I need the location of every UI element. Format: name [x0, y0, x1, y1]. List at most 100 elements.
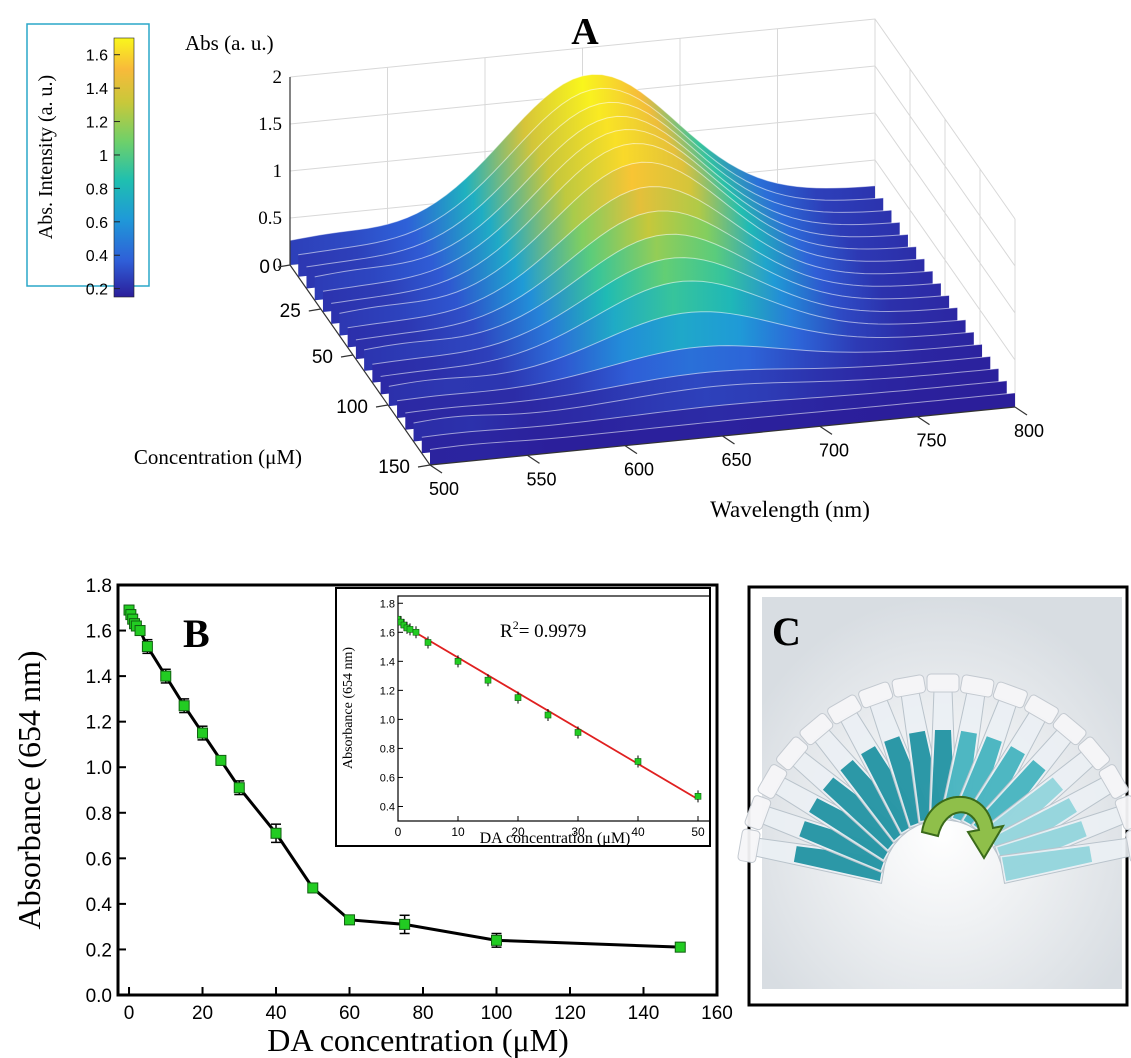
panel-b-data-point [270, 827, 282, 839]
panel-b-data-point [215, 754, 227, 766]
panel-b-y-tick-label: 0.0 [86, 986, 112, 1007]
panel-a-y-tick-label: 100 [336, 397, 368, 418]
colorbar-tick-label: 1.6 [86, 48, 108, 65]
panel-c-tube-cap [776, 736, 809, 771]
panel-a-y-tick [308, 308, 321, 312]
panel-b-x-tick-label: 100 [481, 1003, 513, 1024]
panel-a-spectrum-line [355, 210, 941, 341]
panel-c-tube [776, 736, 907, 853]
panel-b-x-tick-label: 80 [412, 1003, 433, 1024]
panel-c-tube-cap [992, 681, 1028, 709]
inset-x-tick-label: 10 [451, 825, 465, 839]
panel-c-tube-liquid [1001, 846, 1093, 882]
panel-a-x-tick [1014, 406, 1028, 416]
panel-c-tube-cap [799, 713, 834, 746]
inset-x-tick-label: 20 [511, 825, 525, 839]
panel-b-data-point [233, 782, 245, 794]
panel-c-tube-cap [858, 681, 894, 709]
panel-a-surface-strip [413, 368, 999, 442]
panel-a-z-tick-label: 2 [273, 67, 283, 88]
panel-a-3d-surface: 0 0.5 1 1.5 2 500 550 600 650 700 750 800 0 25 50 100 15… [26, 11, 1044, 522]
panel-b-data [123, 604, 686, 953]
inset-data-point [406, 626, 414, 633]
panel-a-spectrum-line [314, 115, 900, 278]
panel-b-x-tick-label: 40 [265, 1003, 286, 1024]
panel-a-surface-strip [430, 392, 1015, 465]
panel-b-x-tick-label: 60 [339, 1003, 360, 1024]
inset-data-point [412, 628, 420, 636]
inset-y-tick-label: 1.0 [380, 714, 395, 726]
panel-b-x-tick-label: 120 [554, 1003, 586, 1024]
panel-b-data-point [307, 882, 319, 894]
panel-c-tube-cap [1098, 764, 1129, 799]
panel-b-data-point [197, 727, 209, 739]
panel-a-z-tick-label: 1.5 [258, 114, 282, 135]
colorbar-tick-label: 0.6 [86, 215, 108, 232]
inset-x-tick-label: 30 [571, 825, 585, 839]
panel-b-plot-frame [116, 583, 719, 997]
panel-a-y-tick [277, 264, 291, 268]
panel-c-tube [999, 828, 1131, 884]
inset-data-point [544, 711, 552, 719]
inset-x-tick-label: 50 [691, 825, 705, 839]
panel-a-spectrum-line [364, 233, 950, 351]
panel-b-y-tick-label: 0.6 [86, 849, 112, 870]
panel-b-y-tick-label: 0.8 [86, 804, 112, 825]
panel-b-y-tick-label: 1.8 [86, 576, 112, 597]
inset-y-tick-label: 0.8 [380, 743, 395, 755]
panel-a-x-tick-label: 700 [819, 440, 849, 460]
colorbar-frame [26, 23, 150, 287]
panel-a-spectrum-line [405, 355, 991, 414]
inset-plot-frame [397, 595, 711, 822]
panel-a-x-tick [722, 435, 735, 445]
panel-b-inset: 0 10 20 30 40 50 0.4 0.6 0.8 1.0 1.2 1.4 1.6 1.8 R2= … [335, 587, 711, 847]
panel-c-label: C [772, 609, 801, 654]
panel-a-y-tick-label: 25 [280, 301, 301, 322]
panel-c-tube-cap [1125, 828, 1131, 863]
panel-a-x-tick [917, 416, 930, 426]
panel-b-x-tick-label: 20 [192, 1003, 213, 1024]
inset-data-point [514, 694, 522, 701]
colorbar-tick-label: 1.4 [86, 81, 108, 98]
panel-a-spectrum-line [388, 311, 974, 387]
panel-c-tube-cap [1114, 795, 1131, 831]
panel-c-tube-cap [757, 764, 788, 799]
panel-a-x-tick-label: 650 [721, 450, 751, 470]
panel-a-spectrum-line [306, 101, 892, 268]
colorbar-label: Abs. Intensity (a. u.) [35, 75, 57, 239]
panel-c-tube-cap [960, 674, 995, 698]
panel-b-y-tick-label: 1.4 [86, 667, 113, 688]
panel-c-tube-cap [926, 673, 960, 693]
panel-b-line-chart: 0 20 40 60 80 100 120 140 1600.00.20.40.60.81.01… [11, 576, 733, 1058]
panel-a-axes: 0 0.5 1 1.5 2 500 550 600 650 700 750 800 0 25 50 100 15… [258, 67, 1044, 499]
panel-a-x-tick [624, 445, 638, 455]
panel-a-z-tick-label: 0 [273, 255, 283, 276]
panel-b-data-point [344, 914, 356, 926]
panel-a-spectrum-line [421, 380, 1007, 438]
panel-c-tube-cap [1077, 736, 1110, 771]
colorbar-gradient [113, 37, 135, 298]
panel-b-data-point [141, 641, 153, 652]
panel-a-spectrum-line [322, 129, 908, 292]
panel-b-x-tick-label: 140 [628, 1003, 660, 1024]
panel-b-y-tick-label: 1.6 [86, 622, 112, 643]
panel-b-axes: 0 20 40 60 80 100 120 140 1600.00.20.40.60.81.01… [86, 576, 733, 1024]
panel-a-spectrum-line [413, 368, 999, 424]
inset-y-tick-label: 0.4 [380, 801, 395, 813]
colorbar-tick-label: 0.2 [86, 282, 108, 299]
panel-a-z-tick-label: 0.5 [258, 208, 282, 229]
panel-b-x-tick-label: 0 [124, 1003, 135, 1024]
panel-a-colorbar: 0.2 0.4 0.6 0.8 1 1.2 1.4 1.6 Abs. Intensity (a… [26, 23, 150, 299]
panel-a-label: A [571, 11, 599, 53]
panel-c-tube [744, 795, 893, 874]
inset-y-tick-label: 1.4 [380, 656, 395, 668]
panel-a-spectrum-line [289, 73, 876, 241]
colorbar-tick-label: 1.2 [86, 115, 108, 132]
panel-c-tube-fan [737, 673, 1131, 884]
inset-x-tick-label: 40 [631, 825, 645, 839]
panel-a-y-tick-label: 150 [378, 457, 410, 478]
panel-a-y-tick-label: 50 [312, 347, 333, 368]
panel-b-x-axis-title: DA concentration (μM) [267, 1022, 569, 1058]
colorbar-tick-label: 1 [99, 148, 108, 165]
panel-c-tube-liquid [809, 798, 896, 860]
